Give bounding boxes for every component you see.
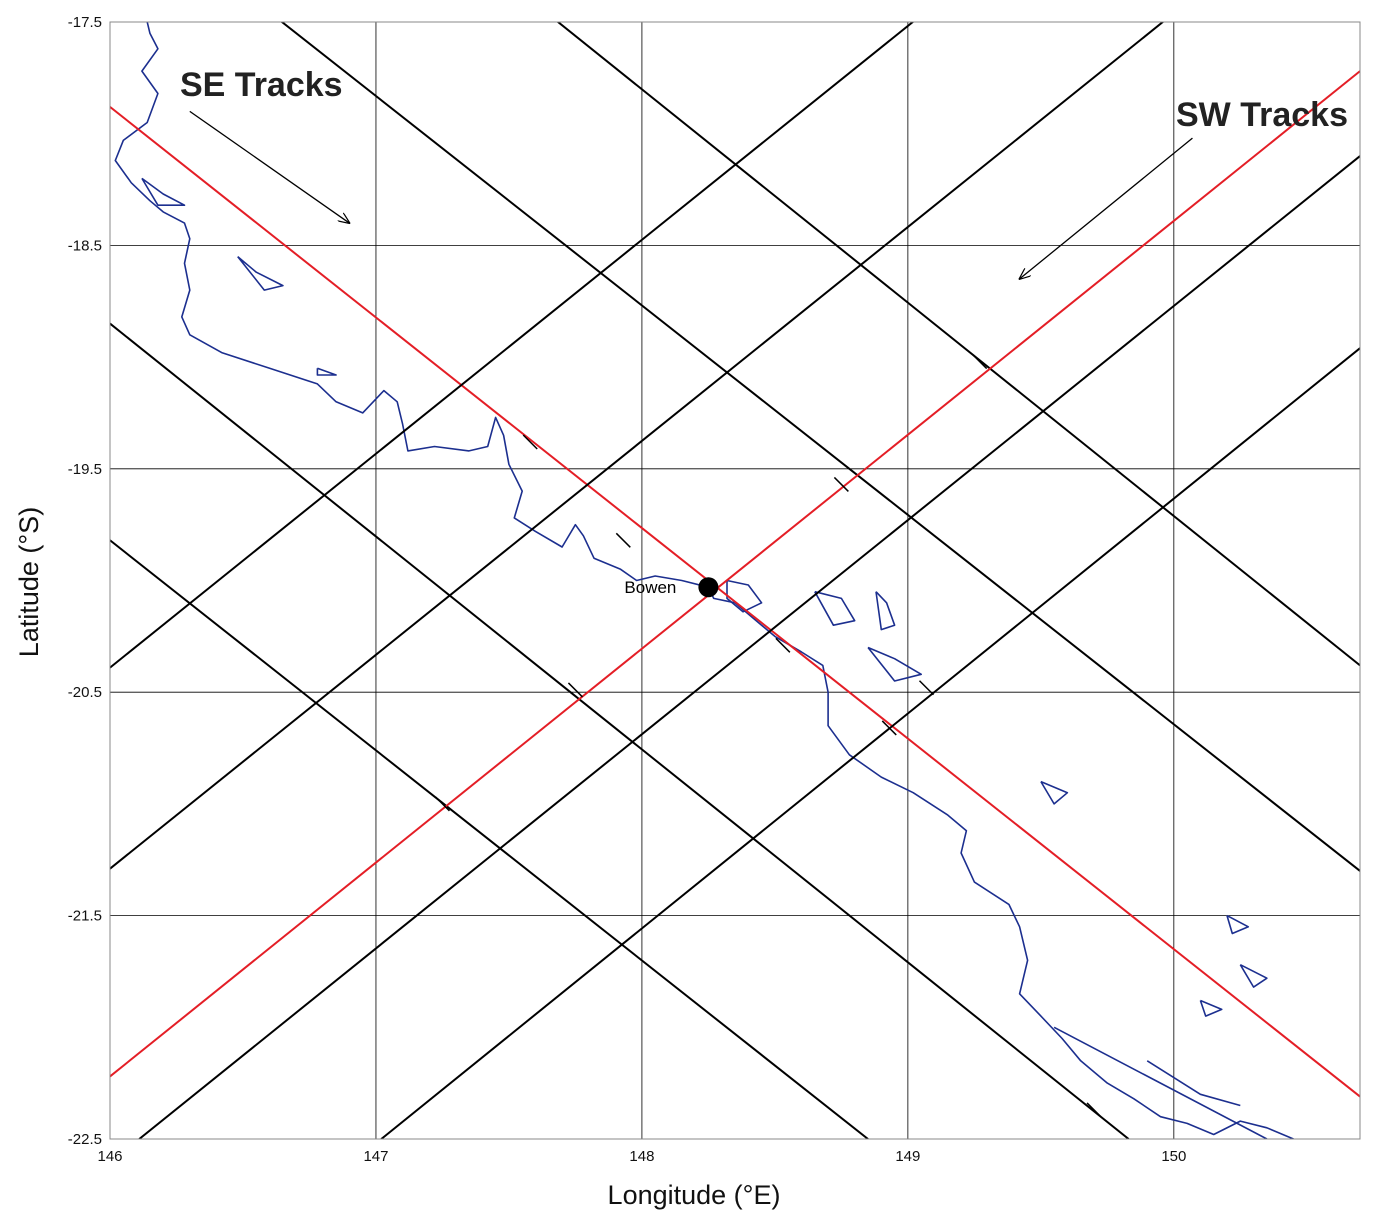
track-tick-2	[833, 476, 849, 492]
track-tick-1	[972, 354, 988, 370]
track-tick-7	[434, 796, 450, 812]
y-tick-label-1: -18.5	[68, 237, 102, 254]
track-tick-3	[615, 532, 631, 548]
x-axis-title: Longitude (°E)	[608, 1180, 781, 1210]
axis-ticks: 146 147 148 149 150 -17.5 -18.5 -19.5 -20.5 -21.5…	[68, 14, 1187, 1165]
coastline-segment-5	[814, 590, 856, 627]
coastline-segment-13	[1146, 1060, 1241, 1107]
y-axis-title: Latitude (°S)	[14, 507, 44, 657]
se-track-3	[280, 22, 1360, 872]
coastline-segment-8	[1040, 780, 1069, 805]
se-track-4	[556, 22, 1360, 667]
coastline-segment-4	[726, 579, 763, 613]
coastline	[114, 22, 1294, 1139]
sw-tracks-arrow	[1020, 137, 1193, 279]
track-tick-5	[567, 682, 583, 698]
se-tracks-label: SE Tracks	[180, 66, 343, 104]
grid-lines	[109, 21, 1360, 1140]
y-tick-label-4: -21.5	[68, 908, 102, 925]
se-tracks-arrow	[189, 110, 350, 223]
x-tick-label-0: 146	[97, 1148, 122, 1165]
se-track-0	[110, 106, 1360, 1098]
sw-track-0	[110, 70, 1360, 1078]
x-tick-label-3: 149	[895, 1148, 920, 1165]
coastline-segment-6	[867, 646, 923, 682]
track-tick-8	[918, 680, 935, 696]
coastline-segment-2	[237, 255, 284, 291]
coastline-segment-10	[1239, 963, 1268, 988]
y-tick-label-5: -22.5	[68, 1131, 102, 1148]
coastline-segment-9	[1226, 914, 1250, 935]
coastline-segment-1	[141, 177, 186, 206]
sw-tracks-label: SW Tracks	[1176, 96, 1348, 134]
se-track-2	[110, 539, 869, 1139]
track-tick-0	[522, 434, 538, 450]
se-track-1	[110, 322, 1130, 1139]
bowen-marker	[698, 577, 719, 598]
track-tick-6	[881, 720, 897, 736]
coastline-segment-0	[114, 22, 1294, 1139]
sw-track-4	[380, 347, 1360, 1139]
x-tick-label-1: 147	[363, 1148, 388, 1165]
x-tick-label-2: 148	[629, 1148, 654, 1165]
coastline-segment-3	[316, 367, 337, 376]
plot-frame	[109, 21, 1361, 1140]
coastline-segment-7	[875, 591, 896, 631]
satellite-tracks	[110, 22, 1360, 1139]
x-tick-label-4: 150	[1161, 1148, 1186, 1165]
sw-track-3	[138, 155, 1360, 1139]
coastline-segment-11	[1199, 999, 1223, 1017]
y-tick-label-2: -19.5	[68, 461, 102, 478]
bowen-label: Bowen	[624, 578, 676, 597]
coastline-segment-12	[1053, 1026, 1268, 1139]
sw-track-2	[110, 22, 915, 669]
sw-track-1	[110, 22, 1165, 870]
y-tick-label-0: -17.5	[68, 14, 102, 31]
y-tick-label-3: -20.5	[68, 684, 102, 701]
track-tick-4	[775, 637, 791, 653]
track-tick-9	[1086, 1102, 1102, 1118]
